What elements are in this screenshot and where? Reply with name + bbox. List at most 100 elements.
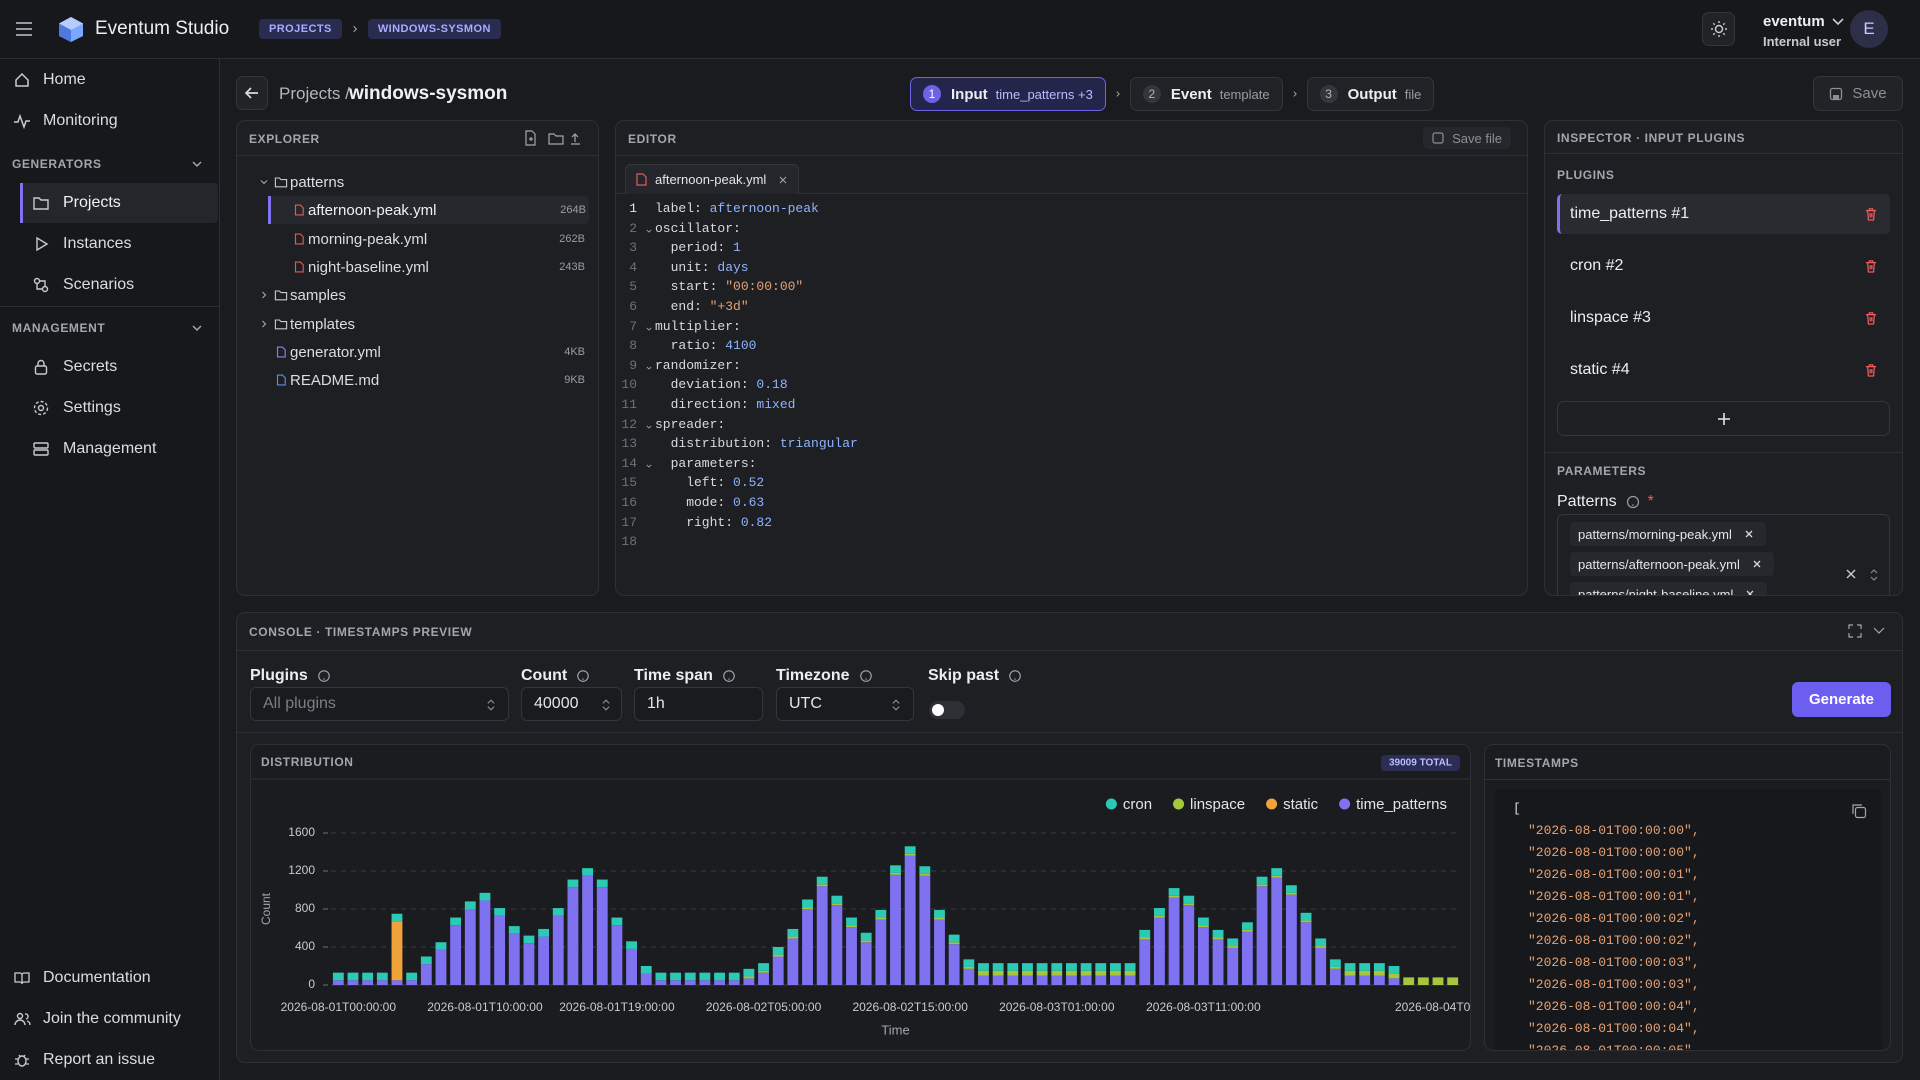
yaml-key: start: xyxy=(655,279,718,295)
bar-segment xyxy=(1022,975,1033,985)
tree-row[interactable]: generator.yml 4KB xyxy=(237,338,598,366)
plugin-item[interactable]: linspace #3 xyxy=(1557,298,1890,338)
bar-segment xyxy=(890,874,901,985)
nav-item[interactable]: Monitoring xyxy=(0,101,220,141)
save-button[interactable]: Save xyxy=(1813,76,1903,111)
tree-row[interactable]: afternoon-peak.yml 264B xyxy=(268,196,589,225)
nav-label: Report an issue xyxy=(43,1051,156,1068)
bar-segment xyxy=(1183,903,1195,906)
bar-segment xyxy=(1359,963,1371,971)
bar-segment xyxy=(1095,975,1107,985)
pattern-tag[interactable]: patterns/morning-peak.yml xyxy=(1570,522,1766,546)
bar-segment xyxy=(758,963,769,971)
bar-segment xyxy=(831,895,843,904)
nav-label: Join the community xyxy=(43,1010,181,1027)
crumb[interactable]: PROJECTS xyxy=(259,19,342,39)
bar-segment xyxy=(508,926,520,934)
help-icon xyxy=(722,669,736,683)
tree-row[interactable]: night-baseline.yml 243B xyxy=(237,253,598,281)
nav-item[interactable]: Report an issue xyxy=(0,1040,220,1080)
nav-item[interactable]: Management xyxy=(0,429,220,469)
x-tick-label: 2026-08-02T15:00:00 xyxy=(852,1000,968,1014)
timezone-select[interactable]: UTC xyxy=(776,687,914,721)
step-detail: file xyxy=(1404,86,1422,102)
step[interactable]: 2 Event template xyxy=(1129,77,1283,111)
count-input[interactable]: 40000 xyxy=(521,687,622,721)
bar-segment xyxy=(992,970,1004,976)
plugin-item[interactable]: time_patterns #1 xyxy=(1557,194,1890,234)
line-number: 11 xyxy=(621,397,637,412)
yaml-value: 4100 xyxy=(725,338,757,354)
step[interactable]: 1 Input time_patterns +3 xyxy=(910,77,1106,111)
inspector-panel: INSPECTOR · INPUT PLUGINS PLUGINS PARAME… xyxy=(1544,120,1903,596)
editor-tab[interactable]: afternoon-peak.yml xyxy=(625,164,800,194)
bar-segment xyxy=(391,913,403,922)
nav-item[interactable]: Home xyxy=(0,60,220,100)
bar-segment xyxy=(1007,975,1019,985)
add-plugin[interactable] xyxy=(1557,401,1890,436)
icon xyxy=(32,276,50,294)
theme-toggle[interactable] xyxy=(1702,12,1735,46)
avatar[interactable]: E xyxy=(1850,10,1888,48)
section-title: PLUGINS xyxy=(1557,168,1615,182)
step-number: 1 xyxy=(923,85,941,103)
tree-row[interactable]: templates xyxy=(237,310,598,338)
nav-item[interactable]: Settings xyxy=(0,388,220,428)
plugins-select[interactable]: All plugins xyxy=(250,687,509,721)
distribution-panel: DISTRIBUTION 39009 TOTAL 0 400 800 1200 1600 Co… xyxy=(250,744,1471,1051)
pattern-tag[interactable]: patterns/afternoon-peak.yml xyxy=(1570,552,1774,576)
patterns-input[interactable]: patterns/morning-peak.yml patterns/aftern… xyxy=(1557,514,1890,595)
delete-button[interactable] xyxy=(1863,310,1878,325)
code-line: end: "+3d" xyxy=(655,299,749,314)
time-span-input[interactable]: 1h xyxy=(634,687,763,721)
plugin-item[interactable]: static #4 xyxy=(1557,350,1890,390)
nav-item[interactable]: Join the community xyxy=(0,999,220,1039)
delete-button[interactable] xyxy=(1863,362,1878,377)
bar-segment xyxy=(376,980,388,985)
plugin-item[interactable]: cron #2 xyxy=(1557,246,1890,286)
generate-button[interactable]: Generate xyxy=(1792,682,1891,717)
bar-segment xyxy=(1036,970,1048,976)
tree-row[interactable]: morning-peak.yml 262B xyxy=(237,225,598,253)
user-menu[interactable]: eventum xyxy=(1763,13,1846,30)
skip-past-toggle[interactable] xyxy=(929,701,965,719)
bar-segment xyxy=(1329,966,1341,969)
nav-item[interactable]: Secrets xyxy=(0,347,220,387)
parent-crumb[interactable]: Projects / xyxy=(279,84,350,103)
tree-row[interactable]: samples xyxy=(237,281,598,309)
step[interactable]: 3 Output file xyxy=(1306,77,1435,111)
bar-segment xyxy=(948,944,960,985)
step-separator xyxy=(1289,89,1300,100)
tree-row[interactable]: README.md 9KB xyxy=(237,366,598,394)
pattern-tag[interactable]: patterns/night-baseline.yml xyxy=(1570,582,1768,595)
crumb[interactable]: WINDOWS-SYSMON xyxy=(367,19,501,39)
timestamps-code: ["2026-08-01T00:00:00", "2026-08-01T00:00… xyxy=(1495,789,1882,1050)
line-number: 14 xyxy=(621,455,637,471)
bar-segment xyxy=(1110,975,1121,985)
nav-item[interactable]: Projects xyxy=(20,183,218,223)
field-name: Timezone xyxy=(776,667,850,684)
project-name: windows-sysmon xyxy=(349,83,508,104)
explorer-actions[interactable] xyxy=(523,130,593,146)
tree-row[interactable]: patterns xyxy=(237,168,598,196)
nav-item[interactable]: Instances xyxy=(0,224,220,264)
input-controls[interactable] xyxy=(1844,567,1884,583)
icon xyxy=(32,399,50,417)
section-title: PARAMETERS xyxy=(1557,464,1647,478)
copy-button[interactable] xyxy=(1851,803,1867,819)
nav-item[interactable]: Documentation xyxy=(0,958,220,998)
bar-segment xyxy=(464,909,476,985)
menu-icon[interactable] xyxy=(14,20,34,38)
yaml-key: oscillator: xyxy=(655,220,741,236)
bar-segment xyxy=(596,879,608,888)
back-button[interactable] xyxy=(236,76,268,110)
bar-segment xyxy=(479,892,491,901)
x-tick-label: 2026-08-01T19:00:00 xyxy=(559,1000,675,1014)
delete-button[interactable] xyxy=(1863,258,1878,273)
bar-segment xyxy=(875,909,887,918)
delete-button[interactable] xyxy=(1863,206,1878,221)
help-icon xyxy=(859,669,873,683)
save-file-button[interactable]: Save file xyxy=(1423,127,1511,149)
nav-item[interactable]: Scenarios xyxy=(0,265,220,305)
console-actions[interactable] xyxy=(1848,624,1888,638)
